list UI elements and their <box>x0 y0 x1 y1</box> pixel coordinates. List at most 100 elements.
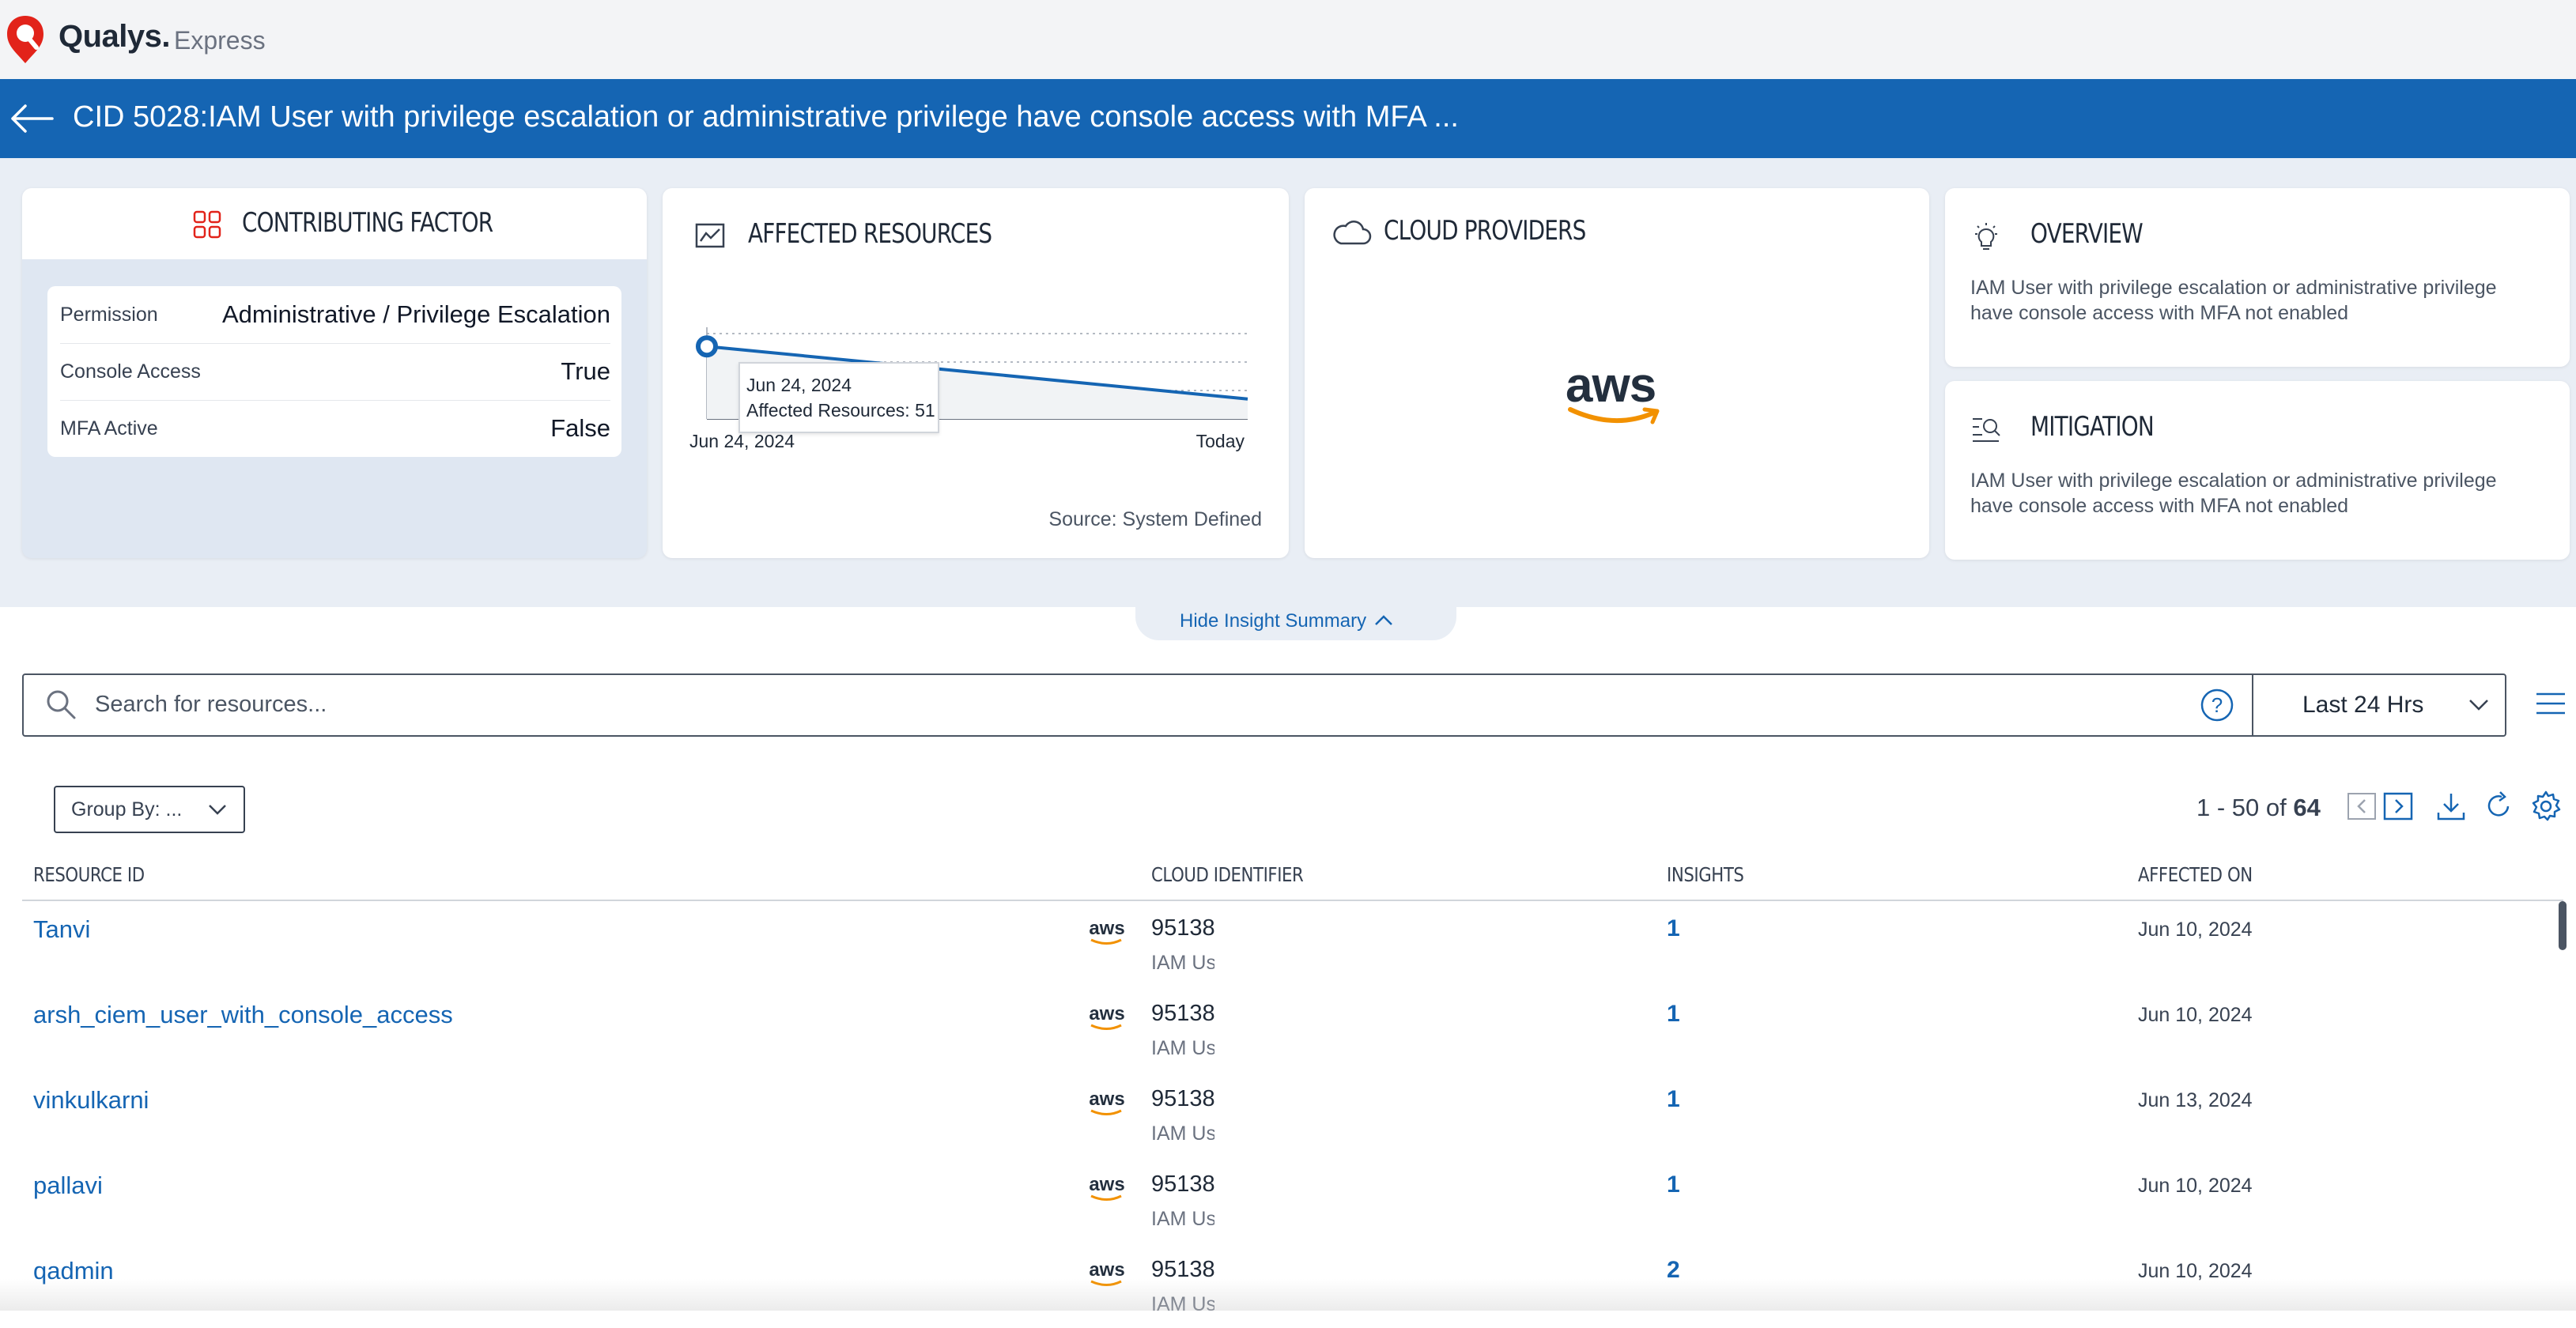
svg-text:aws: aws <box>1089 918 1124 939</box>
previous-page-icon[interactable] <box>2345 789 2380 824</box>
factor-row: Permission Administrative / Privilege Es… <box>60 286 610 344</box>
affected-on-date: Jun 10, 2024 <box>2138 1175 2253 1197</box>
grid-icon <box>193 210 221 239</box>
table-scrollbar[interactable] <box>2559 901 2567 950</box>
chevron-up-icon <box>1375 615 1392 625</box>
cloud-icon <box>1333 221 1372 245</box>
insights-count-link[interactable]: 1 <box>1667 1171 1680 1198</box>
hamburger-menu-icon[interactable] <box>2535 689 2567 718</box>
svg-text:aws: aws <box>1089 1003 1124 1024</box>
cloud-providers-title: CLOUD PROVIDERS <box>1384 215 1586 247</box>
page-title: CID 5028:IAM User with privilege escalat… <box>73 100 1459 134</box>
overview-card: OVERVIEW IAM User with privilege escalat… <box>1945 188 2570 367</box>
svg-text:aws: aws <box>1089 1174 1124 1195</box>
x-tick-label: Today <box>1196 431 1245 451</box>
series-line <box>706 345 1248 401</box>
search-icon <box>47 690 76 719</box>
overview-title: OVERVIEW <box>2030 218 2144 250</box>
lightbulb-icon <box>1975 223 1997 250</box>
contributing-factor-title: CONTRIBUTING FACTOR <box>242 207 493 239</box>
column-header-insights[interactable]: INSIGHTS <box>1667 863 1744 886</box>
hide-insight-summary-button[interactable]: Hide Insight Summary <box>1135 602 1456 640</box>
settings-gear-icon[interactable] <box>2529 789 2563 824</box>
chevron-down-icon <box>2469 700 2488 711</box>
cloud-identifier: 95138 <box>1151 1257 1214 1282</box>
pagination-total: 64 <box>2293 794 2321 821</box>
x-tick-label: Jun 24, 2024 <box>689 431 795 451</box>
table-row[interactable]: pallavi aws 95138 IAM Us 1 Jun 10, 2024 <box>22 1157 2563 1244</box>
help-icon[interactable]: ? <box>2200 688 2234 722</box>
next-page-icon[interactable] <box>2381 789 2416 824</box>
cloud-identifier: 95138 <box>1151 1171 1214 1197</box>
group-by-dropdown[interactable]: Group By: ... <box>54 786 245 833</box>
affected-on-date: Jun 10, 2024 <box>2138 919 2253 941</box>
aws-logo[interactable]: aws <box>1558 357 1676 428</box>
list-search-icon <box>1973 418 2000 442</box>
factor-key: MFA Active <box>60 417 158 440</box>
cloud-identifier: 95138 <box>1151 1086 1214 1111</box>
table-row[interactable]: Tanvi aws 95138 IAM Us 1 Jun 10, 2024 <box>22 901 2563 988</box>
affected-on-date: Jun 10, 2024 <box>2138 1004 2253 1026</box>
chevron-down-icon <box>209 805 226 815</box>
cloud-resource-type: IAM Us <box>1151 1208 1214 1230</box>
resource-id-link[interactable]: vinkulkarni <box>33 1086 149 1114</box>
affected-on-date: Jun 13, 2024 <box>2138 1089 2253 1111</box>
contributing-factor-table: Permission Administrative / Privilege Es… <box>47 286 621 457</box>
factor-key: Permission <box>60 304 158 326</box>
brand-subtitle: Express <box>174 26 266 55</box>
mitigation-card: MITIGATION IAM User with privilege escal… <box>1945 381 2570 560</box>
time-range-dropdown[interactable]: Last 24 Hrs <box>2252 675 2506 735</box>
group-by-label: Group By: ... <box>71 798 183 821</box>
aws-icon: aws <box>1085 1088 1129 1119</box>
download-icon[interactable] <box>2434 789 2468 824</box>
source-label: Source: System Defined <box>1048 508 1262 530</box>
factor-value: True <box>561 357 610 385</box>
column-header-resource-id[interactable]: RESOURCE ID <box>33 863 145 886</box>
cloud-identifier: 95138 <box>1151 915 1214 941</box>
affected-resources-title: AFFECTED RESOURCES <box>748 218 992 250</box>
resource-id-link[interactable]: arsh_ciem_user_with_console_access <box>33 1001 453 1028</box>
page-title-bar: CID 5028:IAM User with privilege escalat… <box>0 79 2576 158</box>
factor-value: False <box>550 414 610 442</box>
insights-count-link[interactable]: 1 <box>1667 915 1680 941</box>
svg-text:aws: aws <box>1089 1259 1124 1281</box>
pagination-info: 1 - 50 of 64 <box>2196 794 2321 822</box>
data-point <box>696 335 718 358</box>
mitigation-text: IAM User with privilege escalation or ad… <box>1970 470 2497 517</box>
tooltip-date: Jun 24, 2024 <box>746 375 852 395</box>
pagination-range: 1 - 50 of <box>2196 794 2287 821</box>
search-input[interactable] <box>93 686 2152 722</box>
resource-id-link[interactable]: qadmin <box>33 1257 114 1285</box>
mitigation-title: MITIGATION <box>2030 411 2155 443</box>
qualys-logo-icon <box>7 16 43 63</box>
insights-count-link[interactable]: 2 <box>1667 1257 1680 1283</box>
line-chart-icon <box>695 223 725 248</box>
cloud-resource-type: IAM Us <box>1151 1122 1214 1145</box>
refresh-icon[interactable] <box>2481 789 2516 824</box>
cloud-providers-card: CLOUD PROVIDERS aws <box>1305 188 1929 558</box>
tooltip-value: Affected Resources: 51 <box>746 400 935 421</box>
factor-value: Administrative / Privilege Escalation <box>221 300 610 328</box>
factor-row: Console Access True <box>60 343 610 401</box>
resource-id-link[interactable]: Tanvi <box>33 915 91 943</box>
affected-resources-card: AFFECTED RESOURCES Jun 24, 2024 Today Jun… <box>663 188 1289 558</box>
column-header-cloud-identifier[interactable]: CLOUD IDENTIFIER <box>1151 863 1304 886</box>
time-range-value: Last 24 Hrs <box>2302 692 2424 718</box>
column-header-affected-on[interactable]: AFFECTED ON <box>2138 863 2253 886</box>
table-row[interactable]: vinkulkarni aws 95138 IAM Us 1 Jun 13, 2… <box>22 1072 2563 1159</box>
cloud-resource-type: IAM Us <box>1151 952 1214 974</box>
insights-count-link[interactable]: 1 <box>1667 1086 1680 1112</box>
table-header-divider <box>22 900 2563 901</box>
insight-summary: CONTRIBUTING FACTOR Permission Administr… <box>0 158 2576 640</box>
aws-icon: aws <box>1085 917 1129 949</box>
affected-on-date: Jun 10, 2024 <box>2138 1260 2253 1282</box>
aws-icon: aws <box>1085 1173 1129 1205</box>
resource-id-link[interactable]: pallavi <box>33 1171 103 1199</box>
resource-search-bar: ? Last 24 Hrs <box>22 673 2506 737</box>
back-arrow-icon[interactable] <box>8 101 55 136</box>
table-row[interactable]: arsh_ciem_user_with_console_access aws 9… <box>22 987 2563 1073</box>
brand-name: Qualys. <box>59 19 171 54</box>
factor-key: Console Access <box>60 360 201 383</box>
insights-count-link[interactable]: 1 <box>1667 1001 1680 1027</box>
contributing-factor-card: CONTRIBUTING FACTOR Permission Administr… <box>22 188 647 558</box>
